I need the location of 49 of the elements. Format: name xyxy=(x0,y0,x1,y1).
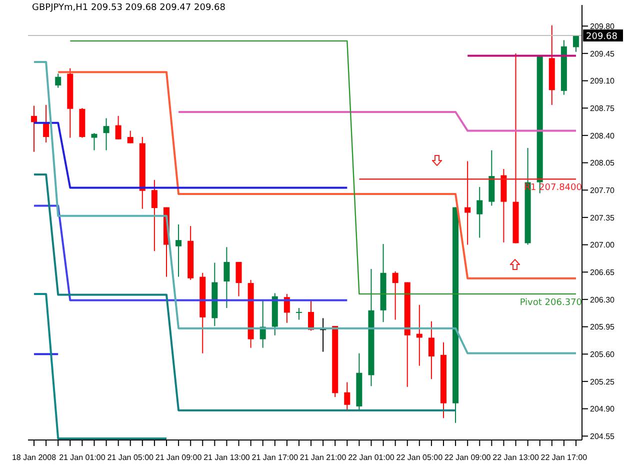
y-tick-label: 208.05 xyxy=(590,158,616,168)
y-tick-label: 207.35 xyxy=(590,213,616,222)
x-tick-label: 22 Jan 05:00 xyxy=(396,453,444,462)
x-tick-label: 22 Jan 17:00 xyxy=(540,453,588,462)
y-tick-label: 204.55 xyxy=(590,432,616,441)
candlestick xyxy=(236,261,242,297)
x-tick-label: 21 Jan 09:00 xyxy=(155,453,202,462)
x-tick-label: 18 Jan 2008 xyxy=(12,453,57,462)
x-tick-label: 22 Jan 09:00 xyxy=(444,453,492,462)
candlestick xyxy=(91,132,98,151)
candlestick xyxy=(55,73,62,88)
chart-title: GBPJPYm,H1 209.53 209.68 209.47 209.68 xyxy=(32,3,226,13)
y-tick-label: 206.65 xyxy=(590,268,616,277)
candlestick xyxy=(115,115,122,140)
candlestick xyxy=(428,320,434,380)
candlestick xyxy=(31,105,38,152)
x-tick-label: 21 Jan 13:00 xyxy=(204,453,250,462)
series-label: Pivot 206.370 xyxy=(520,298,582,308)
y-tick-label: 208.75 xyxy=(590,104,616,113)
x-tick-label: 22 Jan 13:00 xyxy=(492,453,540,462)
y-tick-label: 209.10 xyxy=(590,76,616,86)
candlestick xyxy=(103,118,110,151)
candlestick xyxy=(43,104,50,143)
y-tick-label: 207.70 xyxy=(590,186,616,195)
x-tick-label: 21 Jan 17:00 xyxy=(252,453,299,462)
y-tick-label: 205.95 xyxy=(590,322,616,332)
candlestick xyxy=(476,186,483,238)
y-tick-label: 206.30 xyxy=(590,295,616,304)
ref-line-label: 209.68 xyxy=(586,32,618,42)
y-tick-label: 204.90 xyxy=(590,404,616,414)
candlestick xyxy=(176,224,182,278)
candlestick xyxy=(296,308,302,320)
candlestick xyxy=(127,130,134,144)
y-tick-label: 205.60 xyxy=(590,350,616,359)
x-tick-label: 21 Jan 01:00 xyxy=(59,453,106,462)
candlestick xyxy=(224,246,230,309)
candlestick xyxy=(392,270,398,320)
x-tick-label: 21 Jan 21:00 xyxy=(300,453,347,462)
y-tick-label: 209.45 xyxy=(590,49,616,58)
candlestick xyxy=(344,382,350,411)
x-tick-label: 21 Jan 05:00 xyxy=(107,453,154,462)
y-tick-label: 209.80 xyxy=(590,22,616,31)
candlestick xyxy=(464,160,471,246)
x-tick-label: 22 Jan 01:00 xyxy=(348,453,395,462)
y-tick-label: 207.00 xyxy=(590,240,616,250)
candlestick xyxy=(151,179,158,252)
candlestick xyxy=(572,34,579,52)
y-tick-label: 208.40 xyxy=(590,131,616,140)
y-tick-label: 205.25 xyxy=(590,377,616,386)
